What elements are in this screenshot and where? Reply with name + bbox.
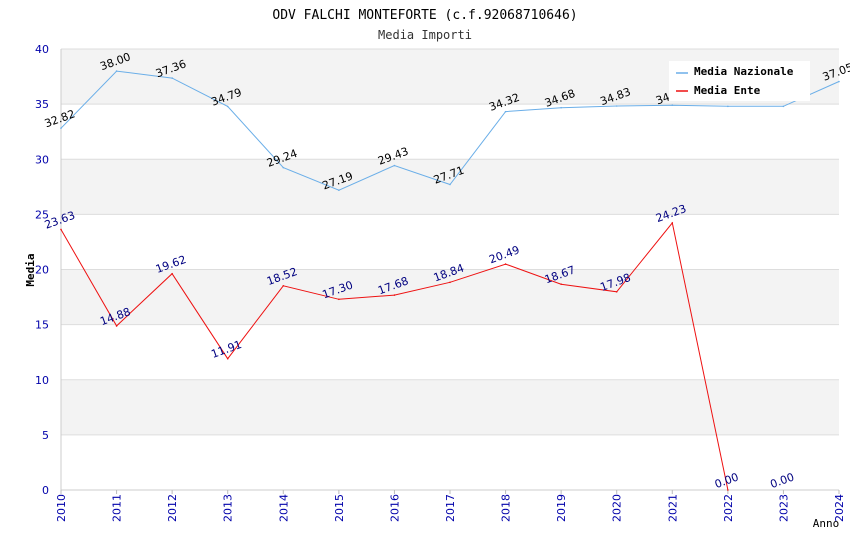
x-tick-label: 2014 bbox=[277, 494, 290, 522]
data-point bbox=[393, 294, 396, 296]
data-point bbox=[60, 228, 62, 231]
data-point bbox=[115, 70, 118, 72]
x-tick-label: 2015 bbox=[333, 494, 346, 522]
y-tick-label: 35 bbox=[35, 98, 49, 111]
data-point bbox=[671, 104, 674, 107]
grid-band bbox=[61, 324, 839, 380]
x-tick-label: 2010 bbox=[55, 494, 68, 522]
x-tick-label: 2023 bbox=[777, 494, 790, 522]
chart-subtitle: Media Importi bbox=[378, 28, 472, 42]
y-axis-label: Media bbox=[24, 253, 37, 286]
data-point bbox=[282, 166, 285, 169]
grid-band bbox=[61, 434, 839, 490]
x-tick-label: 2019 bbox=[555, 494, 568, 522]
y-tick-label: 0 bbox=[42, 484, 49, 497]
data-point bbox=[838, 80, 840, 83]
data-point bbox=[338, 189, 340, 192]
y-axis-ticks: 0 5 10 15 20 25 30 35 40 bbox=[35, 43, 49, 497]
data-point bbox=[504, 110, 507, 113]
grid-band bbox=[61, 269, 839, 325]
grid-band bbox=[61, 159, 839, 215]
legend-box bbox=[669, 61, 810, 101]
y-tick-label: 40 bbox=[35, 43, 49, 56]
y-tick-label: 20 bbox=[35, 264, 49, 277]
data-point bbox=[504, 263, 507, 265]
x-tick-label: 2021 bbox=[666, 494, 679, 522]
grid-band bbox=[61, 214, 839, 270]
data-point bbox=[671, 222, 674, 224]
data-point bbox=[727, 105, 729, 108]
y-tick-label: 10 bbox=[35, 374, 49, 387]
legend-label-ente: Media Ente bbox=[694, 84, 761, 97]
data-point bbox=[449, 281, 451, 284]
x-tick-label: 2016 bbox=[388, 494, 401, 522]
data-point bbox=[171, 77, 173, 79]
x-tick-label: 2013 bbox=[222, 494, 235, 522]
y-tick-label: 30 bbox=[35, 153, 49, 166]
data-point bbox=[615, 290, 618, 293]
data-point bbox=[560, 106, 562, 109]
data-point bbox=[615, 105, 618, 107]
x-tick-label: 2017 bbox=[444, 494, 457, 522]
data-point bbox=[727, 489, 729, 491]
data-point bbox=[226, 105, 229, 108]
x-tick-label: 2012 bbox=[166, 494, 179, 522]
x-tick-label: 2018 bbox=[500, 494, 513, 522]
data-point bbox=[282, 285, 285, 287]
y-tick-label: 25 bbox=[35, 208, 49, 221]
y-tick-label: 15 bbox=[35, 319, 49, 332]
y-tick-label: 5 bbox=[42, 429, 49, 442]
data-point bbox=[115, 325, 118, 327]
legend: Media Nazionale Media Ente bbox=[669, 61, 810, 101]
data-point bbox=[393, 164, 396, 167]
x-tick-label: 2011 bbox=[111, 494, 124, 522]
legend-label-nazionale: Media Nazionale bbox=[694, 65, 794, 78]
data-point bbox=[560, 283, 562, 285]
chart-title: ODV FALCHI MONTEFORTE (c.f.92068710646) bbox=[272, 8, 577, 23]
x-axis-ticks: 2010 2011 2012 2013 2014 2015 2016 2017 2018 2019… bbox=[55, 490, 846, 522]
grid-band bbox=[61, 379, 839, 435]
data-point bbox=[171, 272, 173, 275]
series-lines bbox=[60, 70, 840, 491]
data-point bbox=[782, 105, 785, 108]
data-point bbox=[226, 357, 229, 360]
grid-band bbox=[61, 104, 839, 160]
data-point bbox=[60, 127, 62, 129]
grid-bands bbox=[61, 49, 839, 490]
data-point bbox=[338, 298, 340, 301]
data-point bbox=[449, 183, 451, 186]
x-tick-label: 2024 bbox=[833, 494, 846, 522]
x-tick-label: 2020 bbox=[611, 494, 624, 522]
x-tick-label: 2022 bbox=[722, 494, 735, 522]
x-axis-label: Anno bbox=[813, 517, 840, 530]
